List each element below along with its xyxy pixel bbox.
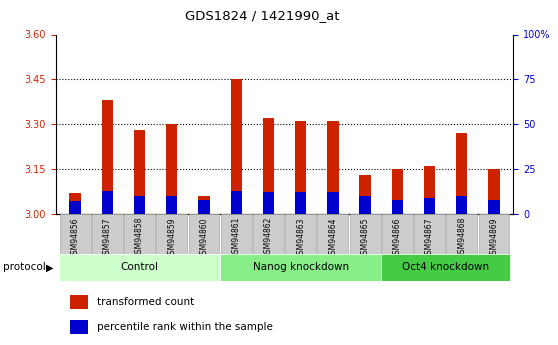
Text: GSM94867: GSM94867 [425, 217, 434, 258]
FancyBboxPatch shape [92, 214, 123, 254]
Bar [328, 121, 339, 214]
FancyBboxPatch shape [318, 214, 348, 254]
Bar [263, 118, 274, 214]
Bar [392, 169, 403, 214]
FancyBboxPatch shape [124, 214, 155, 254]
Text: GSM94864: GSM94864 [329, 217, 338, 258]
Bar [166, 196, 177, 214]
Text: GSM94857: GSM94857 [103, 217, 112, 258]
Text: Nanog knockdown: Nanog knockdown [253, 263, 349, 272]
Bar [359, 175, 371, 214]
Text: Control: Control [121, 263, 158, 272]
Bar [295, 121, 306, 214]
FancyBboxPatch shape [220, 254, 381, 280]
Text: GSM94865: GSM94865 [360, 217, 369, 258]
Bar [488, 199, 499, 214]
Bar [263, 193, 274, 214]
FancyBboxPatch shape [479, 214, 509, 254]
Bar [199, 196, 210, 214]
FancyBboxPatch shape [59, 254, 220, 280]
Bar [70, 320, 88, 334]
FancyBboxPatch shape [221, 214, 252, 254]
Bar [102, 190, 113, 214]
FancyBboxPatch shape [381, 254, 510, 280]
Bar [102, 100, 113, 214]
Bar [70, 295, 88, 309]
Bar [488, 169, 499, 214]
Text: GSM94863: GSM94863 [296, 217, 305, 258]
Bar [70, 193, 81, 214]
Bar [424, 198, 435, 214]
Bar [424, 166, 435, 214]
Text: Oct4 knockdown: Oct4 knockdown [402, 263, 489, 272]
Bar [70, 201, 81, 214]
Text: ▶: ▶ [46, 263, 53, 272]
Bar [328, 193, 339, 214]
FancyBboxPatch shape [285, 214, 316, 254]
Bar [295, 193, 306, 214]
Text: GSM94860: GSM94860 [200, 217, 209, 258]
FancyBboxPatch shape [253, 214, 284, 254]
Bar [392, 199, 403, 214]
Text: GSM94859: GSM94859 [167, 217, 176, 258]
Text: percentile rank within the sample: percentile rank within the sample [97, 322, 273, 332]
FancyBboxPatch shape [414, 214, 445, 254]
Text: GSM94866: GSM94866 [393, 217, 402, 258]
Bar [134, 196, 145, 214]
Text: GSM94858: GSM94858 [135, 217, 144, 258]
Bar [230, 190, 242, 214]
Bar [166, 124, 177, 214]
Text: GDS1824 / 1421990_at: GDS1824 / 1421990_at [185, 9, 339, 22]
Bar [456, 196, 468, 214]
Text: transformed count: transformed count [97, 297, 194, 307]
Bar [230, 79, 242, 214]
FancyBboxPatch shape [189, 214, 219, 254]
Bar [456, 133, 468, 214]
Text: GSM94856: GSM94856 [71, 217, 80, 258]
FancyBboxPatch shape [156, 214, 187, 254]
FancyBboxPatch shape [446, 214, 477, 254]
Bar [199, 199, 210, 214]
Text: GSM94868: GSM94868 [458, 217, 466, 258]
Text: GSM94869: GSM94869 [489, 217, 498, 258]
Bar [134, 130, 145, 214]
FancyBboxPatch shape [382, 214, 413, 254]
FancyBboxPatch shape [350, 214, 381, 254]
Text: GSM94861: GSM94861 [232, 217, 240, 258]
Text: protocol: protocol [3, 263, 46, 272]
Bar [359, 196, 371, 214]
Text: GSM94862: GSM94862 [264, 217, 273, 258]
FancyBboxPatch shape [60, 214, 90, 254]
